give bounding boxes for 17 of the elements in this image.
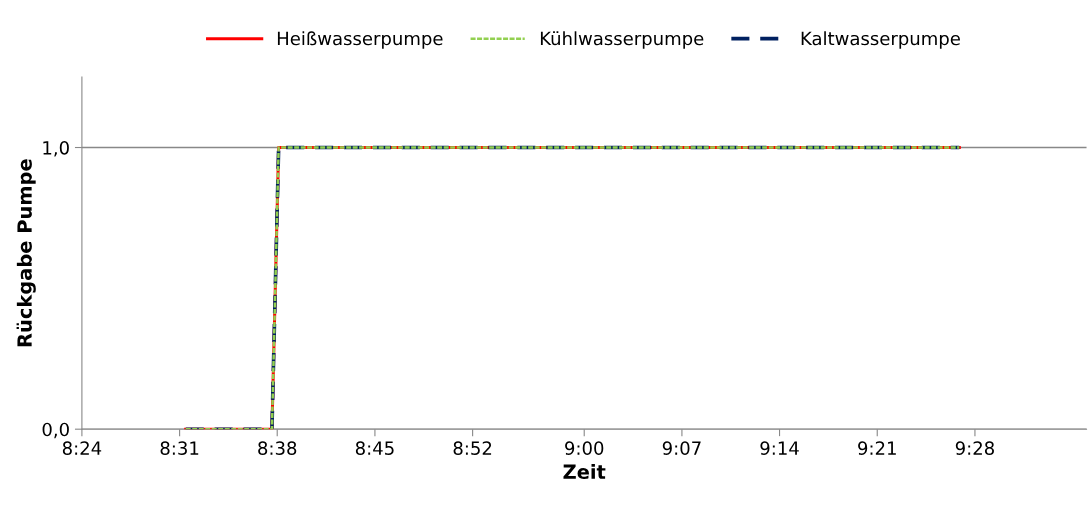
legend-label: Kühlwasserpumpe — [540, 31, 704, 49]
x-tick-label: 8:31 — [160, 441, 199, 455]
x-tick-label: 8:45 — [355, 441, 394, 455]
x-tick-label: 9:21 — [858, 441, 896, 455]
x-tick-label: 9:00 — [565, 441, 604, 455]
x-axis-title: Zeit — [563, 464, 606, 480]
x-tick-label: 8:52 — [453, 441, 492, 455]
y-tick-label: 1,0 — [43, 140, 69, 157]
x-tick-label: 8:24 — [62, 441, 102, 455]
x-tick-label: 9:28 — [955, 441, 994, 455]
y-tick-label: 0,0 — [42, 422, 69, 439]
legend-label: Kaltwasserpumpe — [801, 31, 960, 49]
legend-label: Heißwasserpumpe — [277, 31, 443, 49]
y-axis-title: Rückgabe Pumpe — [16, 159, 36, 347]
x-tick-label: 9:07 — [662, 441, 701, 455]
x-tick-label: 8:38 — [258, 441, 297, 455]
x-tick-label: 9:14 — [760, 441, 799, 455]
